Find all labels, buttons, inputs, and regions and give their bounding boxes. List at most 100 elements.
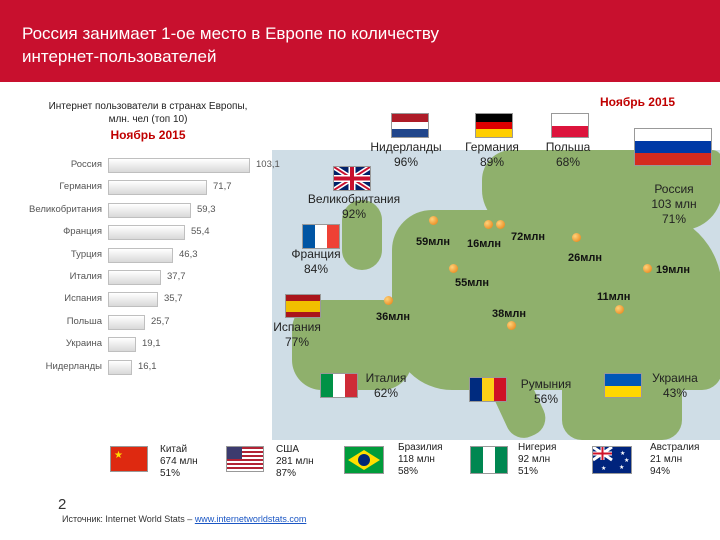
chart-date: Ноябрь 2015: [110, 128, 186, 142]
brazil-flag-icon: [344, 446, 384, 474]
bar: [108, 202, 191, 218]
usa-users: 281 млн: [276, 456, 314, 467]
fr-marker-icon: [449, 264, 458, 273]
brazil-pct: 58%: [398, 466, 419, 477]
italy-pct: 62%: [373, 386, 399, 400]
china-name: Китай: [160, 444, 188, 455]
poland-pct: 68%: [555, 155, 581, 169]
netherlands-flag-icon: [391, 113, 429, 138]
uk-label: Великобритания 92%: [298, 192, 410, 222]
source-text: Источник: Internet World Stats –: [62, 514, 195, 524]
nl-marker-icon: [484, 220, 493, 229]
bar-category-label: Украина: [65, 338, 102, 350]
title-line-1: Россия занимает 1-ое место в Европе по к…: [22, 24, 439, 43]
es-marker-icon: [384, 296, 393, 305]
usa-flag-icon: [226, 446, 264, 472]
italy-name: Италия: [365, 371, 407, 385]
bar-value-label: 59,3: [197, 203, 216, 215]
poland-label: Польша 68%: [528, 140, 608, 170]
france-label: Франция 84%: [280, 247, 352, 277]
china-pct: 51%: [160, 468, 181, 479]
source-note: Источник: Internet World Stats – www.int…: [62, 514, 306, 524]
pl-marker-icon: [572, 233, 581, 242]
brazil-users: 118 млн: [398, 454, 435, 465]
nigeria-label: Нигерия 92 млн 51%: [518, 442, 556, 478]
bar: [108, 225, 185, 241]
header-banner: Россия занимает 1-ое место в Европе по к…: [0, 0, 720, 82]
chart-title-line-2: млн. чел (топ 10): [108, 114, 188, 125]
ukraine-label: Украина 43%: [640, 371, 710, 401]
australia-pct: 94%: [650, 466, 671, 477]
poland-flag-icon: [551, 113, 589, 138]
germany-pct: 89%: [479, 155, 505, 169]
france-pct: 84%: [303, 262, 329, 276]
bar-category-label: Нидерланды: [45, 360, 102, 372]
uk-marker-icon: [429, 216, 438, 225]
germany-name: Германия: [465, 140, 519, 154]
chart-title-line-1: Интернет пользователи в странах Европы,: [48, 101, 248, 112]
svg-text:★: ★: [624, 457, 629, 464]
es-users-value: 36млн: [376, 311, 411, 323]
romania-pct: 56%: [533, 392, 559, 406]
china-flag-icon: ★: [110, 446, 148, 472]
map-land-central: [392, 210, 720, 390]
france-flag-icon: [302, 224, 340, 249]
spain-pct: 77%: [284, 335, 310, 349]
pl-users-value: 26млн: [568, 252, 603, 264]
france-name: Франция: [291, 247, 341, 261]
it-users-value: 38млн: [492, 308, 527, 320]
italy-label: Италия 62%: [354, 371, 418, 401]
brazil-label: Бразилия 118 млн 58%: [398, 442, 443, 478]
svg-text:★: ★: [601, 465, 606, 472]
poland-name: Польша: [545, 140, 591, 154]
svg-text:★: ★: [619, 464, 624, 471]
netherlands-pct: 96%: [393, 155, 419, 169]
russia-label: Россия 103 млн 71%: [634, 182, 714, 227]
nigeria-users: 92 млн: [518, 454, 551, 465]
australia-name: Австралия: [650, 442, 700, 453]
bar: [108, 314, 145, 330]
bar: [108, 292, 158, 308]
uk-flag-icon: [333, 166, 371, 191]
usa-name: США: [276, 444, 300, 455]
bar-category-label: Польша: [66, 315, 102, 327]
source-link[interactable]: www.internetworldstats.com: [194, 514, 307, 524]
netherlands-name: Нидерланды: [370, 140, 442, 154]
bar: [108, 337, 136, 353]
bar: [108, 247, 173, 263]
bar-category-label: Германия: [59, 181, 102, 193]
germany-label: Германия 89%: [452, 140, 532, 170]
bar-value-label: 46,3: [179, 248, 198, 260]
fr-users-value: 55млн: [455, 277, 490, 289]
bar-category-label: Великобритания: [29, 203, 102, 215]
map-land-britain: [342, 200, 382, 270]
de-users-value: 72млн: [511, 231, 546, 243]
nigeria-pct: 51%: [518, 466, 539, 477]
ro-users-value: 11млн: [597, 291, 631, 303]
china-label: Китай 674 млн 51%: [160, 444, 198, 480]
page-number: 2: [58, 496, 67, 513]
usa-pct: 87%: [276, 468, 297, 479]
bar-value-label: 55,4: [191, 226, 210, 238]
bar-category-label: Россия: [70, 159, 102, 170]
bar-value-label: 71,7: [213, 181, 232, 193]
romania-name: Румыния: [520, 377, 572, 391]
bar: [108, 158, 250, 173]
it-marker-icon: [507, 321, 516, 330]
ua-users-value: 19млн: [656, 264, 691, 276]
svg-text:★: ★: [114, 450, 123, 461]
bar-category-label: Франция: [63, 226, 102, 238]
date-label: Ноябрь 2015: [600, 95, 675, 109]
bar-value-label: 19,1: [142, 338, 161, 350]
spain-name: Испания: [273, 320, 321, 334]
ukraine-name: Украина: [652, 371, 698, 385]
australia-flag-icon: ★ ★ ★ ★: [592, 446, 632, 474]
romania-label: Румыния 56%: [508, 377, 584, 407]
bar: [108, 270, 161, 285]
uk-name: Великобритания: [307, 192, 401, 206]
uk-pct: 92%: [341, 207, 367, 221]
bar-value-label: 37,7: [167, 271, 186, 282]
svg-text:★: ★: [620, 450, 625, 457]
title-line-2: интернет-пользователей: [22, 47, 217, 66]
nigeria-name: Нигерия: [518, 442, 557, 453]
